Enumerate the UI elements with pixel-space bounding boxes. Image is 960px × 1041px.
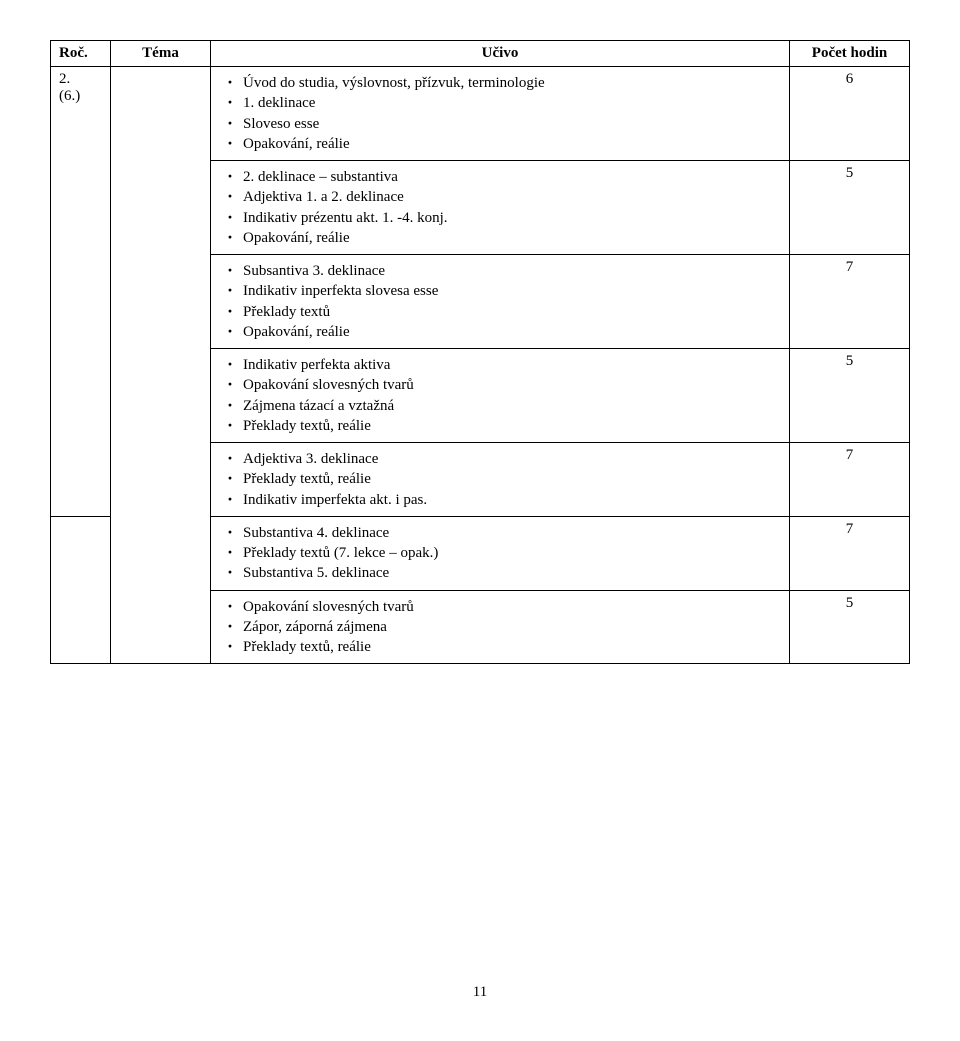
ucivo-item: Adjektiva 3. deklinace	[243, 449, 781, 469]
ucivo-item: Překlady textů, reálie	[243, 637, 781, 657]
ucivo-cell: Subsantiva 3. deklinaceIndikativ inperfe…	[211, 255, 790, 349]
header-roc: Roč.	[51, 41, 111, 67]
ucivo-list: 2. deklinace – substantivaAdjektiva 1. a…	[219, 167, 781, 248]
hodin-cell: 7	[790, 516, 910, 590]
ucivo-cell: Opakování slovesných tvarůZápor, záporná…	[211, 590, 790, 664]
tema-cell	[111, 67, 211, 664]
hodin-cell: 5	[790, 349, 910, 443]
curriculum-table: Roč. Téma Učivo Počet hodin 2.(6.) Úvod d…	[50, 40, 910, 664]
ucivo-item: Opakování slovesných tvarů	[243, 597, 781, 617]
ucivo-cell: Indikativ perfekta aktivaOpakování slove…	[211, 349, 790, 443]
ucivo-cell: Substantiva 4. deklinacePřeklady textů (…	[211, 516, 790, 590]
ucivo-item: Opakování, reálie	[243, 228, 781, 248]
header-ucivo: Učivo	[211, 41, 790, 67]
hodin-cell: 5	[790, 590, 910, 664]
roc-line2: (6.)	[59, 88, 102, 105]
header-tema: Téma	[111, 41, 211, 67]
ucivo-item: Opakování slovesných tvarů	[243, 375, 781, 395]
ucivo-list: Opakování slovesných tvarůZápor, záporná…	[219, 597, 781, 658]
hodin-cell: 7	[790, 255, 910, 349]
ucivo-item: Překlady textů	[243, 302, 781, 322]
ucivo-item: Indikativ perfekta aktiva	[243, 355, 781, 375]
ucivo-item: Indikativ imperfekta akt. i pas.	[243, 490, 781, 510]
table-header-row: Roč. Téma Učivo Počet hodin	[51, 41, 910, 67]
ucivo-cell: 2. deklinace – substantivaAdjektiva 1. a…	[211, 161, 790, 255]
ucivo-item: 1. deklinace	[243, 93, 781, 113]
ucivo-list: Úvod do studia, výslovnost, přízvuk, ter…	[219, 73, 781, 154]
hodin-cell: 6	[790, 67, 910, 161]
header-hodin: Počet hodin	[790, 41, 910, 67]
ucivo-list: Substantiva 4. deklinacePřeklady textů (…	[219, 523, 781, 584]
ucivo-cell: Adjektiva 3. deklinacePřeklady textů, re…	[211, 443, 790, 517]
ucivo-item: Substantiva 4. deklinace	[243, 523, 781, 543]
ucivo-cell: Úvod do studia, výslovnost, přízvuk, ter…	[211, 67, 790, 161]
ucivo-item: 2. deklinace – substantiva	[243, 167, 781, 187]
roc-cell-empty	[51, 516, 111, 664]
ucivo-item: Sloveso esse	[243, 114, 781, 134]
roc-line1: 2.	[59, 71, 102, 88]
ucivo-list: Subsantiva 3. deklinaceIndikativ inperfe…	[219, 261, 781, 342]
ucivo-item: Indikativ inperfekta slovesa esse	[243, 281, 781, 301]
ucivo-item: Opakování, reálie	[243, 134, 781, 154]
ucivo-item: Překlady textů, reálie	[243, 469, 781, 489]
ucivo-list: Adjektiva 3. deklinacePřeklady textů, re…	[219, 449, 781, 510]
ucivo-item: Zájmena tázací a vztažná	[243, 396, 781, 416]
ucivo-item: Překlady textů, reálie	[243, 416, 781, 436]
hodin-cell: 5	[790, 161, 910, 255]
table-row: 2.(6.) Úvod do studia, výslovnost, přízvu…	[51, 67, 910, 161]
ucivo-item: Substantiva 5. deklinace	[243, 563, 781, 583]
ucivo-item: Úvod do studia, výslovnost, přízvuk, ter…	[243, 73, 781, 93]
hodin-cell: 7	[790, 443, 910, 517]
ucivo-item: Překlady textů (7. lekce – opak.)	[243, 543, 781, 563]
ucivo-item: Subsantiva 3. deklinace	[243, 261, 781, 281]
ucivo-item: Indikativ prézentu akt. 1. -4. konj.	[243, 208, 781, 228]
ucivo-item: Zápor, záporná zájmena	[243, 617, 781, 637]
page-number: 11	[50, 984, 910, 1001]
roc-cell: 2.(6.)	[51, 67, 111, 517]
ucivo-item: Opakování, reálie	[243, 322, 781, 342]
ucivo-list: Indikativ perfekta aktivaOpakování slove…	[219, 355, 781, 436]
ucivo-item: Adjektiva 1. a 2. deklinace	[243, 187, 781, 207]
